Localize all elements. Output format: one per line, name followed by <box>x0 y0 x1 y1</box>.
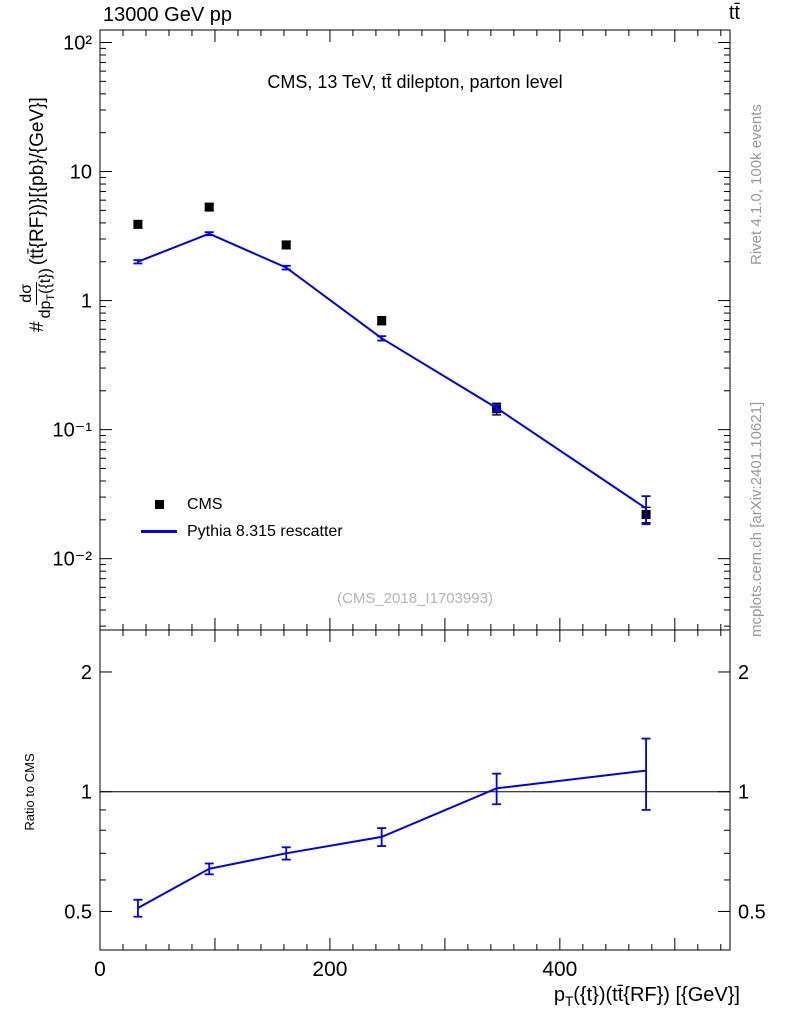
legend: CMS Pythia 8.315 rescatter <box>141 491 343 545</box>
ratio-y-tick-label: 1 <box>81 782 92 804</box>
main-y-tick-label: 10 <box>70 162 92 184</box>
legend-row-pythia: Pythia 8.315 rescatter <box>141 518 343 545</box>
plot-title: CMS, 13 TeV, tt̄ dilepton, parton level <box>267 72 563 92</box>
y-label-prefix: # <box>27 321 48 332</box>
series-pythia-8-315-rescatter-cms <box>133 737 651 918</box>
x-tick-label: 400 <box>542 958 577 981</box>
series-cms <box>133 202 651 524</box>
beam-energy-label: 13000 GeV pp <box>103 4 232 26</box>
data-point-marker <box>204 202 214 212</box>
legend-label-cms: CMS <box>187 495 223 513</box>
x-tick-label: 200 <box>312 958 347 981</box>
ratio-y-tick-label-right: 2 <box>738 662 749 684</box>
data-point-marker <box>377 316 387 326</box>
y-label-denominator: dpT({t}) <box>37 268 58 319</box>
main-y-tick-label: 1 <box>81 291 92 313</box>
y-label-fraction: dσ dpT({t}) <box>17 268 58 319</box>
data-point-marker <box>281 240 291 250</box>
legend-row-cms: CMS <box>141 491 343 518</box>
legend-label-pythia: Pythia 8.315 rescatter <box>187 522 343 540</box>
process-label: tt̄ <box>728 2 740 24</box>
ratio-y-tick-label-right: 0.5 <box>738 901 766 923</box>
rivet-version-label: Rivet 4.1.0, 100k events <box>748 104 765 265</box>
ratio-y-axis-label: Ratio to CMS <box>22 753 37 831</box>
ratio-y-tick-label-right: 1 <box>738 782 749 804</box>
main-y-tick-label: 10⁻² <box>53 549 93 571</box>
y-label-suffix: (tt̄{RF})}[{pb}/{GeV}] <box>27 97 48 266</box>
ratio-frame <box>99 629 731 951</box>
line-marker-icon <box>141 530 177 533</box>
data-point-marker <box>133 219 143 229</box>
x-tick-label: 0 <box>94 958 106 981</box>
main-y-axis-label: # dσ dpT({t}) (tt̄{RF})}[{pb}/{GeV}] <box>14 32 62 332</box>
y-label-numerator: dσ <box>17 281 38 305</box>
ratio-y-tick-label: 2 <box>81 662 92 684</box>
main-y-tick-label: 10² <box>63 33 92 55</box>
analysis-id-watermark: (CMS_2018_I1703993) <box>337 590 493 607</box>
ratio-axis-ticks <box>99 630 730 951</box>
x-axis-label: pT({t})(tt̄{RF}) [{GeV}] <box>553 984 740 1009</box>
ratio-y-tick-labels: 2 2 1 1 0.5 0.5 <box>64 662 766 923</box>
main-y-tick-labels: 10² 10 1 10⁻¹ 10⁻² <box>53 33 93 571</box>
x-tick-labels: 0 200 400 <box>94 958 577 981</box>
main-axis-ticks <box>99 30 730 630</box>
cms-marker-swatch <box>141 500 177 509</box>
ratio-y-tick-label: 0.5 <box>64 901 92 923</box>
series-pythia-8-315-rescatter <box>133 231 651 526</box>
pythia-line-swatch <box>141 530 177 533</box>
mcplots-arxiv-label: mcplots.cern.ch [arXiv:2401.10621] <box>748 401 765 637</box>
square-marker-icon <box>154 500 164 509</box>
main-y-tick-label: 10⁻¹ <box>53 420 93 442</box>
